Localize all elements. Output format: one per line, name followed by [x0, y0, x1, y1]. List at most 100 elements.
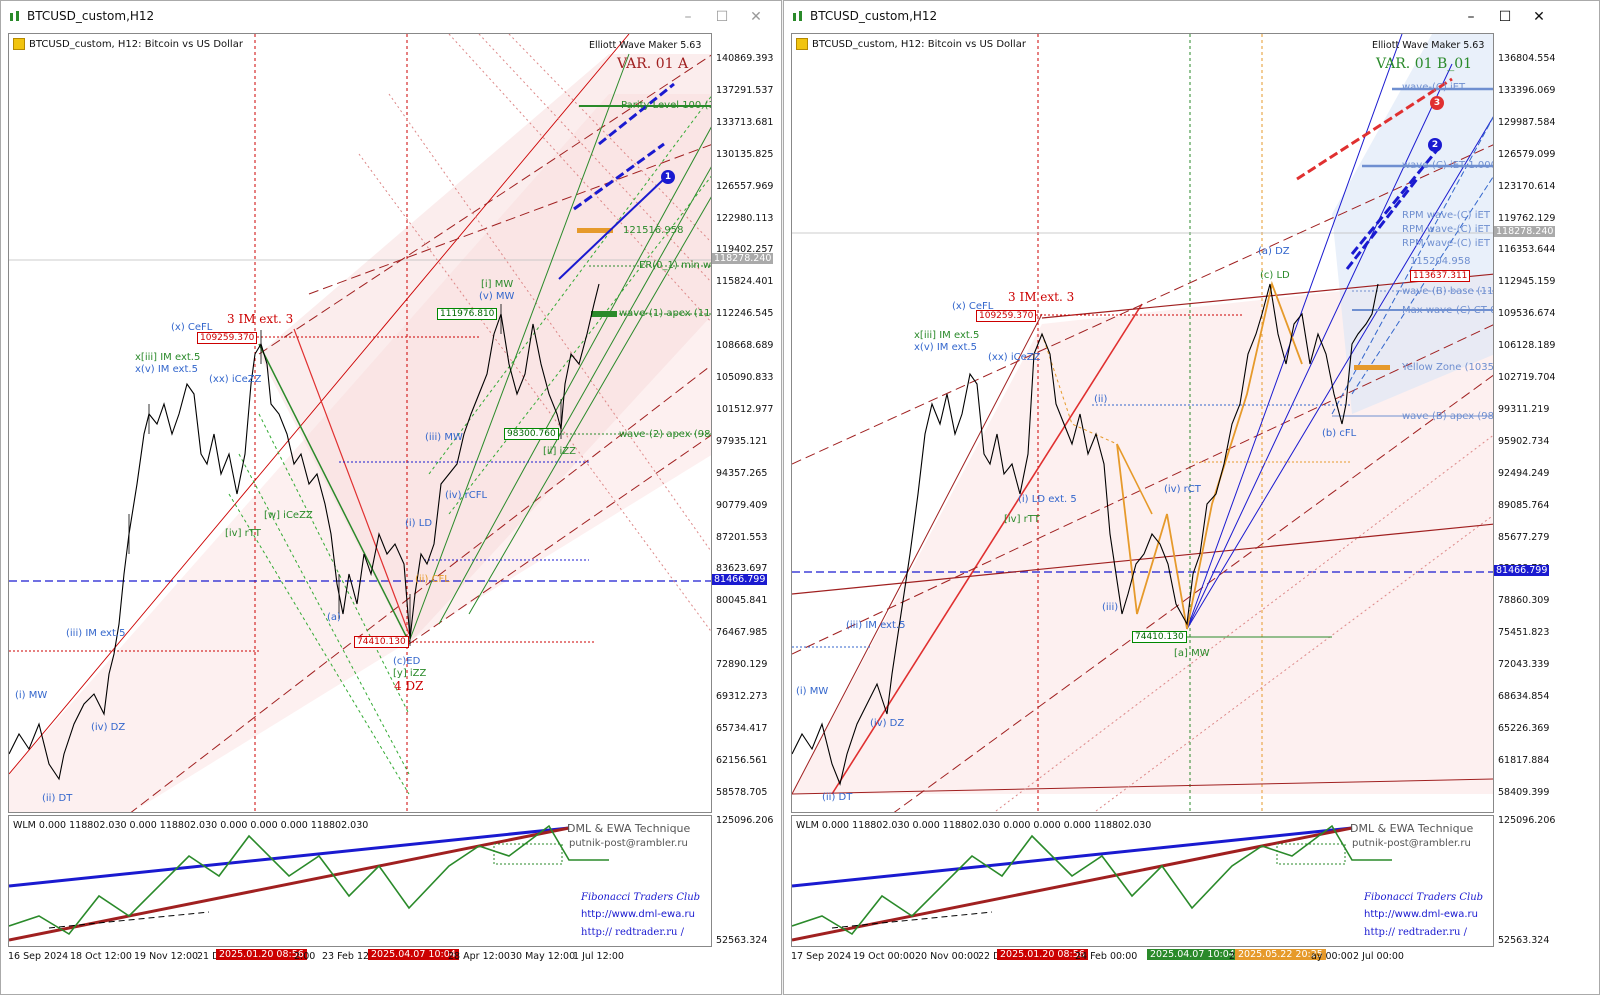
price-label: 97935.121 — [716, 435, 768, 447]
price-box: 74410.130 — [354, 636, 409, 648]
time-scale[interactable]: 17 Sep 2024 19 Oct 00:00 20 Nov 00:00 22… — [791, 947, 1494, 967]
price-label: 95902.734 — [1498, 435, 1550, 447]
chart-header: BTCUSD_custom, H12: Bitcoin vs US Dollar — [13, 38, 243, 50]
indicator-scale: 125096.206 52563.324 — [712, 815, 782, 947]
wave-label: (iii) IM ext.5 — [846, 620, 906, 631]
level-label: 121516.958 — [623, 225, 684, 236]
price-label: 89085.764 — [1498, 499, 1550, 511]
wave-label: 3 IM ext. 3 — [227, 312, 294, 326]
price-label: 92494.249 — [1498, 467, 1550, 479]
chart-window-left: BTCUSD_custom,H12 – ☐ ✕ — [0, 0, 782, 995]
wave-label: x[iii] IM ext.5 — [914, 330, 980, 341]
time-label: 30 May 12:00 — [510, 951, 576, 962]
time-marker: 2025.05.22 20:25 — [1235, 949, 1326, 960]
window-title: BTCUSD_custom,H12 — [810, 9, 938, 23]
wave-label: x(v) IM ext.5 — [914, 342, 977, 353]
level-label: RPM wave-(C) iET 0.9 — [1402, 224, 1493, 235]
title-bar[interactable]: BTCUSD_custom,H12 – ☐ ✕ — [784, 1, 1599, 33]
price-label: 83623.697 — [716, 563, 768, 575]
time-label: 16 Sep 2024 — [8, 951, 69, 962]
club-link[interactable]: http:// redtrader.ru / — [581, 927, 684, 938]
price-label: 119402.257 — [716, 244, 774, 256]
wave-label: (i) MW — [796, 686, 829, 697]
time-label: 23 Feb 12: — [322, 951, 373, 962]
time-label: 20 Nov 00:00 — [915, 951, 980, 962]
price-label: 78860.309 — [1498, 595, 1550, 607]
price-label: 126579.099 — [1498, 148, 1556, 160]
price-label: 112945.159 — [1498, 276, 1556, 288]
minimize-button[interactable]: – — [684, 9, 692, 25]
wave-label: (b) cFL — [1322, 428, 1357, 439]
wave-label: (ii) DT — [42, 793, 73, 804]
close-button[interactable]: ✕ — [750, 9, 762, 25]
level-label: wave-(B) base (1115 — [1402, 286, 1494, 297]
indicator-label: WLM 0.000 118802.030 0.000 118802.030 0.… — [796, 820, 1152, 831]
wave-label: x[iii] IM ext.5 — [135, 352, 201, 363]
price-label: 61817.884 — [1498, 754, 1550, 766]
price-label: 137291.537 — [716, 84, 774, 96]
time-label: 18 Oct 12:00 — [70, 951, 132, 962]
price-scale[interactable]: 140869.393 137291.537 133713.681 130135.825… — [712, 33, 782, 813]
wave-label: (ii) — [1094, 394, 1108, 405]
wave-label: (a) DZ — [1258, 246, 1290, 257]
time-marker: 2025.01.20 08:56 — [997, 949, 1088, 960]
price-label: 80045.841 — [716, 595, 768, 607]
price-label: 85677.279 — [1498, 531, 1550, 543]
price-label: 87201.553 — [716, 531, 768, 543]
price-label: 108668.689 — [716, 340, 774, 352]
price-chart[interactable]: BTCUSD_custom, H12: Bitcoin vs US Dollar… — [791, 33, 1494, 813]
wave-label: (c)ED — [393, 656, 421, 667]
maximize-button[interactable]: ☐ — [715, 9, 729, 25]
level-label: wave-(C) iET 1.000 ( — [1402, 160, 1494, 171]
price-box: 98300.760 — [504, 428, 559, 440]
price-label: 133713.681 — [716, 116, 774, 128]
price-label: 119762.129 — [1498, 212, 1556, 224]
price-scale[interactable]: 136804.554 133396.069 129987.584 126579.099… — [1494, 33, 1564, 813]
title-bar[interactable]: BTCUSD_custom,H12 – ☐ ✕ — [1, 1, 781, 33]
wave-label: [iv] rTT — [1004, 514, 1040, 525]
price-label: 69312.273 — [716, 691, 768, 702]
time-label: ay 00:00 — [1311, 951, 1353, 962]
ewm-label: Elliott Wave Maker 5.63 — [589, 40, 702, 51]
minimize-button[interactable]: – — [1467, 9, 1475, 25]
wave-marker-2: 2 — [1428, 138, 1442, 152]
price-label: 116353.644 — [1498, 244, 1556, 256]
indicator-pane[interactable]: WLM 0.000 118802.030 0.000 118802.030 0.… — [791, 815, 1494, 947]
window-title: BTCUSD_custom,H12 — [27, 9, 155, 23]
price-box: 109259.370 — [197, 332, 258, 344]
price-box: 109259.370 — [976, 310, 1037, 322]
club-link[interactable]: http:// redtrader.ru / — [1364, 927, 1467, 938]
wave-label: [y] iZZ — [393, 668, 427, 679]
club-link[interactable]: http://www.dml-ewa.ru — [581, 909, 695, 920]
price-label: 109536.674 — [1498, 308, 1556, 320]
indicator-price-bottom: 52563.324 — [1498, 935, 1550, 946]
time-label: 17 Sep 2024 — [791, 951, 852, 962]
time-label: 28 Apr 12:00 — [448, 951, 510, 962]
price-label: 72890.129 — [716, 659, 768, 671]
wave-label: [w] iCeZZ — [264, 510, 313, 521]
chart-window-right: BTCUSD_custom,H12 – ☐ ✕ — [783, 0, 1600, 995]
club-line: DML & EWA Technique — [1350, 822, 1474, 835]
level-label: RPM wave-(C) iET 1.3 — [1402, 238, 1493, 249]
club-link[interactable]: http://www.dml-ewa.ru — [1364, 909, 1478, 920]
symbol-icon — [796, 38, 808, 50]
current-price-tag: 81466.799 — [712, 574, 768, 585]
price-box: 74410.130 — [1132, 631, 1187, 643]
grey-price-tag: 118278.240 — [712, 253, 774, 264]
close-button[interactable]: ✕ — [1533, 9, 1545, 25]
indicator-scale: 125096.206 52563.324 — [1494, 815, 1564, 947]
wave-label: (xx) iCeZZ — [988, 352, 1041, 363]
wave-label: (iii) MW — [425, 432, 463, 443]
wave-label: (x) CeFL — [952, 301, 994, 312]
time-label: 19 Nov 12:00 — [134, 951, 199, 962]
ewm-label: Elliott Wave Maker 5.63 — [1372, 40, 1485, 51]
time-label: 2:00 — [294, 951, 316, 962]
indicator-pane[interactable]: WLM 0.000 118802.030 0.000 118802.030 0.… — [8, 815, 712, 947]
time-scale[interactable]: 16 Sep 2024 18 Oct 12:00 19 Nov 12:00 21… — [8, 947, 712, 967]
maximize-button[interactable]: ☐ — [1498, 9, 1512, 25]
level-label: wave-(2) apex (9830 — [619, 429, 711, 440]
price-chart[interactable]: BTCUSD_custom, H12: Bitcoin vs US Dollar… — [8, 33, 712, 813]
price-label: 126557.969 — [716, 180, 774, 192]
price-label: 136804.554 — [1498, 53, 1556, 64]
wave-label: [a] MW — [1174, 648, 1210, 659]
